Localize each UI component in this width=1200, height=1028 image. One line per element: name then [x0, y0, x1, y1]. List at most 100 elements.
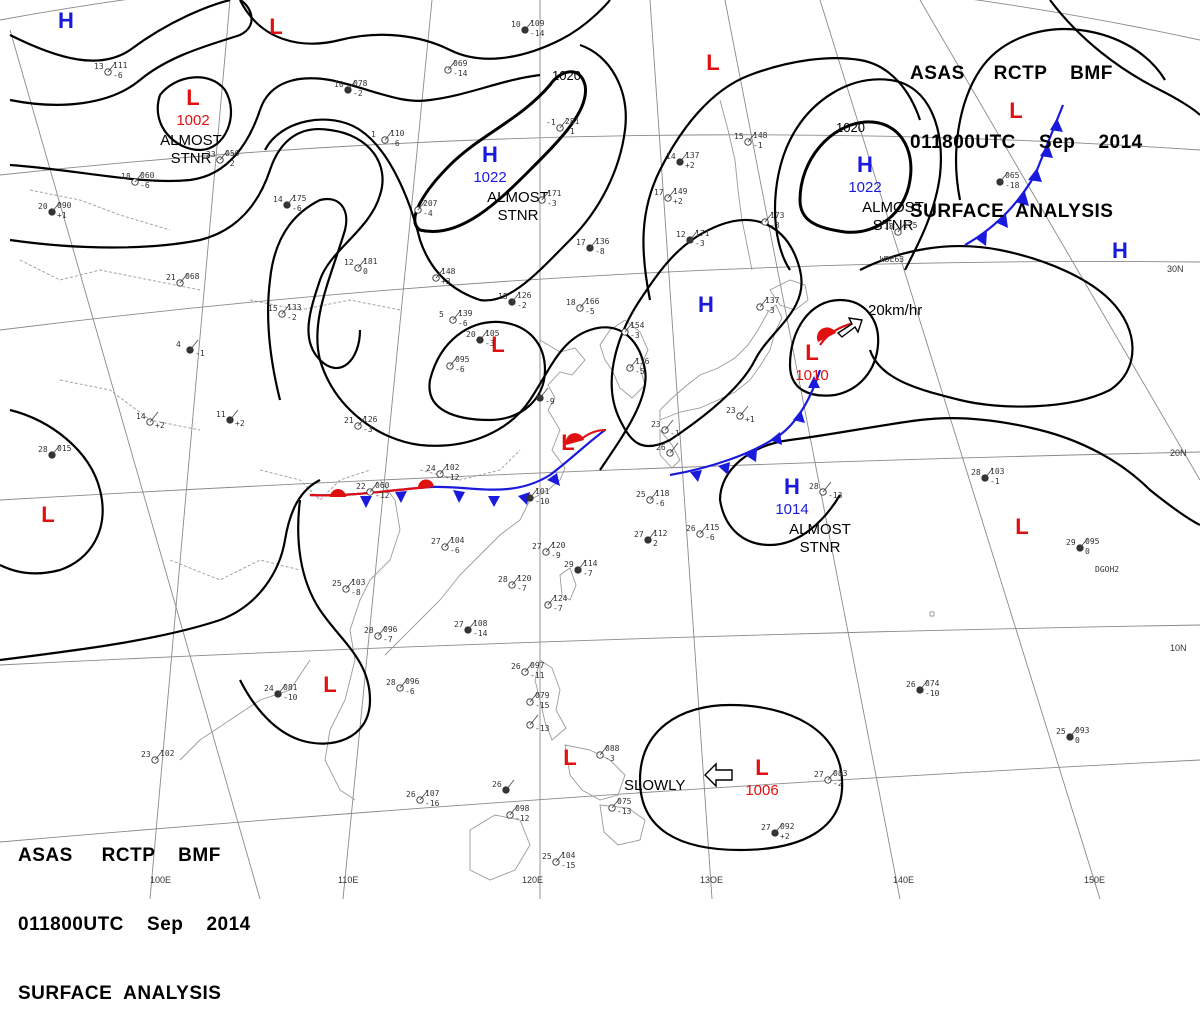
station-pressure: 137 [765, 296, 780, 305]
border-1 [259, 469, 371, 501]
warm-front-semicircles [330, 327, 836, 497]
station-pressure: 148 [753, 131, 768, 140]
station-plot: 28 096-6 [386, 677, 420, 696]
station-temperature: 5 [439, 310, 444, 319]
latitude-40n-line [0, 0, 1200, 41]
station-pressure: 108 [473, 619, 488, 628]
latitude-0-line [0, 759, 1200, 843]
wind-barb [229, 409, 239, 421]
station-pressure: 107 [425, 789, 440, 798]
station-plot: 26 [492, 779, 515, 794]
wind-barb [511, 291, 521, 303]
high-center-symbol: H [784, 474, 800, 499]
wind-barb [822, 481, 832, 493]
wind-barb [669, 442, 679, 454]
station-tendency: -3 [605, 754, 615, 763]
station-temperature: 18 [121, 172, 131, 181]
station-pressure: 126 [363, 415, 378, 424]
station-tendency: -13 [828, 491, 843, 500]
longitude-150e-line [819, 0, 1101, 899]
station-plot: 23 -1 [651, 419, 680, 438]
station-plot: -1 281-1 [546, 117, 580, 136]
low-center-symbol: L [186, 85, 199, 110]
system-motion-note: STNR [171, 150, 212, 167]
station-plot: 137-3 [756, 296, 780, 315]
station-tendency: -6 [292, 204, 302, 213]
pressure-system-l-1010: L 1010 [795, 340, 828, 384]
coast-japan-hokkaido [769, 279, 809, 311]
isobar-sw-1 [0, 408, 104, 575]
lat-label-10n: 10N [1170, 643, 1187, 653]
station-pressure: 171 [695, 229, 710, 238]
station-pressure: 078 [353, 79, 368, 88]
wind-barb [345, 578, 355, 590]
station-plot: 075-13 [608, 797, 632, 816]
wind-barb [384, 129, 394, 141]
station-temperature: 10 [511, 20, 521, 29]
station-tendency: -13 [535, 724, 550, 733]
station-tendency: -8 [351, 588, 361, 597]
wind-barb [589, 237, 599, 249]
station-plot: 24 102-12 [426, 463, 460, 482]
pressure-system-h-nw-corner: H [58, 8, 74, 33]
station-plot: 22 060-12 [356, 481, 390, 500]
wind-barb [347, 79, 357, 91]
ship-ids: WDE63 DGOH2 [880, 255, 1119, 574]
high-center-symbol: H [1112, 238, 1128, 263]
station-plot: 12 171-3 [676, 229, 710, 248]
station-pressure: 102 [160, 749, 175, 758]
station-pressure: 101 [535, 487, 550, 496]
station-tendency: -7 [553, 604, 563, 613]
pressure-value: 1014 [775, 501, 808, 518]
system-motion-note: ALMOST [789, 521, 851, 538]
station-tendency: -7 [517, 584, 527, 593]
wind-barb [154, 749, 164, 761]
station-tendency: -3 [770, 221, 780, 230]
station-plot: 27 083-2 [814, 769, 848, 788]
station-temperature: 26 [511, 662, 521, 671]
station-pressure: 114 [583, 559, 598, 568]
station-plot: -9 [536, 387, 555, 406]
motion-label-20kmhr: 20km/hr [868, 302, 922, 319]
pressure-system-l-top-right: L [1009, 98, 1022, 123]
station-pressure: 088 [605, 744, 620, 753]
station-plot: 4 -1 [176, 339, 205, 358]
station-plot: 10 078-2 [334, 79, 368, 98]
station-tendency: -14 [453, 69, 468, 78]
station-plot: 28 015 [38, 444, 72, 459]
wind-barb [629, 357, 639, 369]
station-pressure: 175 [903, 221, 918, 230]
station-tendency: -2 [225, 159, 235, 168]
station-pressure: 104 [450, 536, 465, 545]
station-tendency: -8 [595, 247, 605, 256]
pressure-system-l-top-mid: L [706, 50, 719, 75]
isobar-west-long [9, 127, 384, 370]
wind-barb [664, 419, 674, 431]
wind-barb [51, 444, 61, 456]
warm-front-tail [579, 429, 607, 441]
pressure-system-l-sw: L [323, 672, 336, 697]
lon-label-130e: 13OE [700, 875, 723, 885]
isobar-central-high [610, 219, 803, 448]
header-bottom-left-line1: ASAS RCTP BMF [18, 845, 221, 866]
station-tendency: -12 [375, 491, 390, 500]
wind-barb [286, 194, 296, 206]
pressure-system-l-far-left: L [41, 502, 54, 527]
wind-barb [529, 714, 539, 726]
station-temperature: 17 [654, 188, 664, 197]
station-pressure: 104 [561, 851, 576, 860]
wind-barb [647, 529, 657, 541]
graticule [0, 0, 1200, 899]
wind-barb [479, 329, 489, 341]
station-plot: 098-12 [506, 804, 530, 823]
longitude-110e-line [342, 0, 433, 899]
station-plot: 136-5 [626, 357, 650, 376]
header-bottom-left-line2: 011800UTC Sep 2014 [18, 914, 251, 935]
pressure-value: 1022 [848, 179, 881, 196]
station-temperature: 14 [273, 195, 283, 204]
station-plot: 173-3 [761, 211, 785, 230]
longitude-100e-line [149, 0, 231, 899]
wind-barb [529, 487, 539, 499]
